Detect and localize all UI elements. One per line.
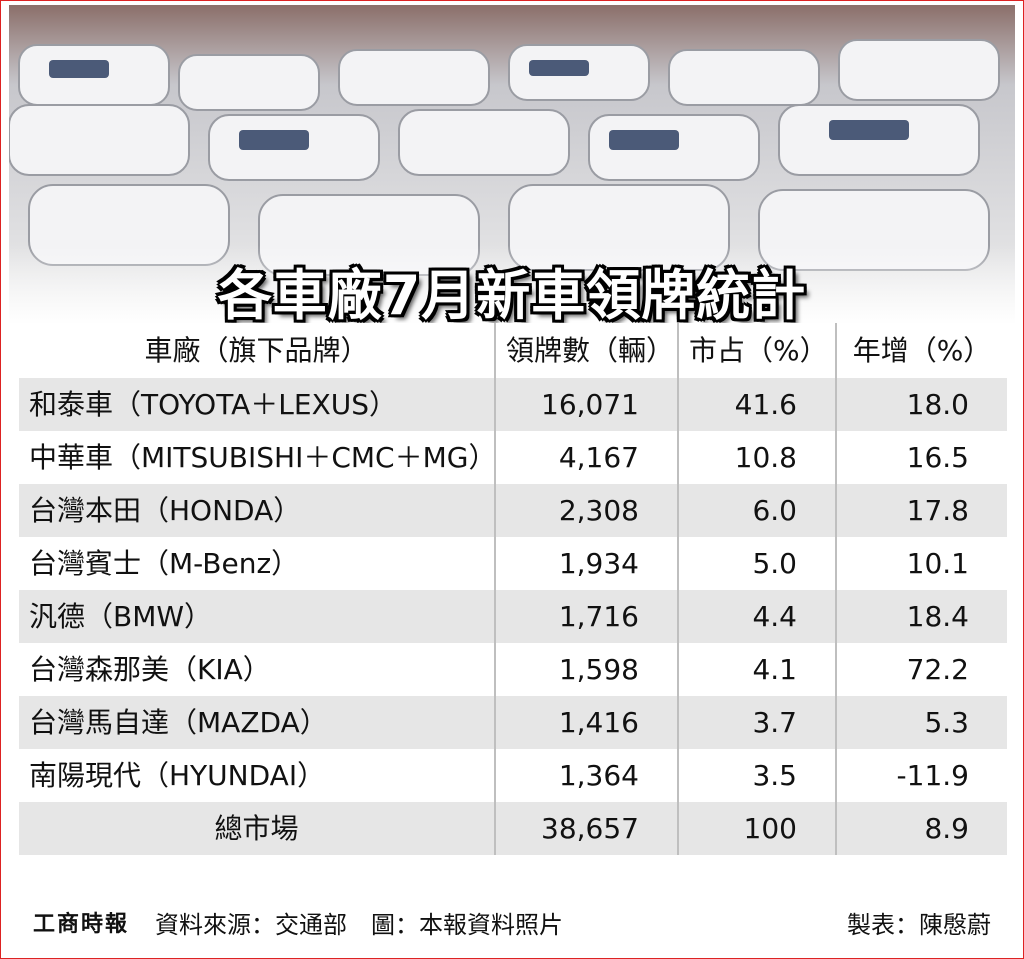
row-label: 台灣本田（HONDA） (19, 484, 496, 537)
cell: 1,598 (496, 643, 679, 696)
cell: 38,657 (496, 802, 679, 855)
cell: 17.8 (837, 484, 1007, 537)
cell: 1,364 (496, 749, 679, 802)
cell: 16.5 (837, 431, 1007, 484)
cell: 18.4 (837, 590, 1007, 643)
cell: 2,308 (496, 484, 679, 537)
cell: 年增（%） (837, 323, 1007, 378)
logo: 工商時報 (33, 912, 130, 937)
cell: 8.9 (837, 802, 1007, 855)
table-row: 總市場 38,657 100 8.9 (19, 802, 1007, 855)
cell: 1,716 (496, 590, 679, 643)
photo (9, 5, 1015, 325)
cell: 市占（%） (679, 323, 837, 378)
footer: 工商時報 資料來源：交通部 圖：本報資料照片 製表：陳慇蔚 (19, 897, 1007, 947)
cell: 10.1 (837, 537, 1007, 590)
row-label: 南陽現代（HYUNDAI） (19, 749, 496, 802)
source: 資料來源：交通部 圖：本報資料照片 (155, 910, 564, 939)
cell: 5.0 (679, 537, 837, 590)
row-label: 汎德（BMW） (19, 590, 496, 643)
cell: 6.0 (679, 484, 837, 537)
cell: 1,934 (496, 537, 679, 590)
cell: 72.2 (837, 643, 1007, 696)
row-label: 台灣森那美（KIA） (19, 643, 496, 696)
cell: 10.8 (679, 431, 837, 484)
row-label: 台灣賓士（M-Benz） (19, 537, 496, 590)
cell: 5.3 (837, 696, 1007, 749)
cell: 1,416 (496, 696, 679, 749)
cell: 18.0 (837, 378, 1007, 431)
credit: 製表：陳慇蔚 (847, 910, 991, 939)
table-row: 台灣馬自達（MAZDA） 1,416 3.7 5.3 (19, 696, 1007, 749)
cell: 41.6 (679, 378, 837, 431)
table: 車廠（旗下品牌） 領牌數（輛） 市占（%） 年增（%） 和泰車（TOYOTA＋LEXUS… (19, 323, 1007, 855)
cell: 4.4 (679, 590, 837, 643)
table-row: 南陽現代（HYUNDAI） 1,364 3.5 -11.9 (19, 749, 1007, 802)
cell: 領牌數（輛） (496, 323, 679, 378)
cell: 3.7 (679, 696, 837, 749)
table-row: 車廠（旗下品牌） 領牌數（輛） 市占（%） 年增（%） (19, 323, 1007, 378)
table-row: 台灣本田（HONDA） 2,308 6.0 17.8 (19, 484, 1007, 537)
table-row: 台灣森那美（KIA） 1,598 4.1 72.2 (19, 643, 1007, 696)
table-row: 中華車（MITSUBISHI＋CMC＋MG） 4,167 10.8 16.5 (19, 431, 1007, 484)
row-label: 車廠（旗下品牌） (19, 323, 496, 378)
table-row: 台灣賓士（M-Benz） 1,934 5.0 10.1 (19, 537, 1007, 590)
row-label: 台灣馬自達（MAZDA） (19, 696, 496, 749)
cell: 16,071 (496, 378, 679, 431)
row-label: 總市場 (19, 802, 496, 855)
cell: 4,167 (496, 431, 679, 484)
table-row: 汎德（BMW） 1,716 4.4 18.4 (19, 590, 1007, 643)
row-label: 中華車（MITSUBISHI＋CMC＋MG） (19, 431, 496, 484)
row-label: 和泰車（TOYOTA＋LEXUS） (19, 378, 496, 431)
title: 各車廠7月新車領牌統計 (217, 264, 807, 327)
cell: 4.1 (679, 643, 837, 696)
cell: -11.9 (837, 749, 1007, 802)
table-row: 和泰車（TOYOTA＋LEXUS） 16,071 41.6 18.0 (19, 378, 1007, 431)
cell: 100 (679, 802, 837, 855)
cell: 3.5 (679, 749, 837, 802)
